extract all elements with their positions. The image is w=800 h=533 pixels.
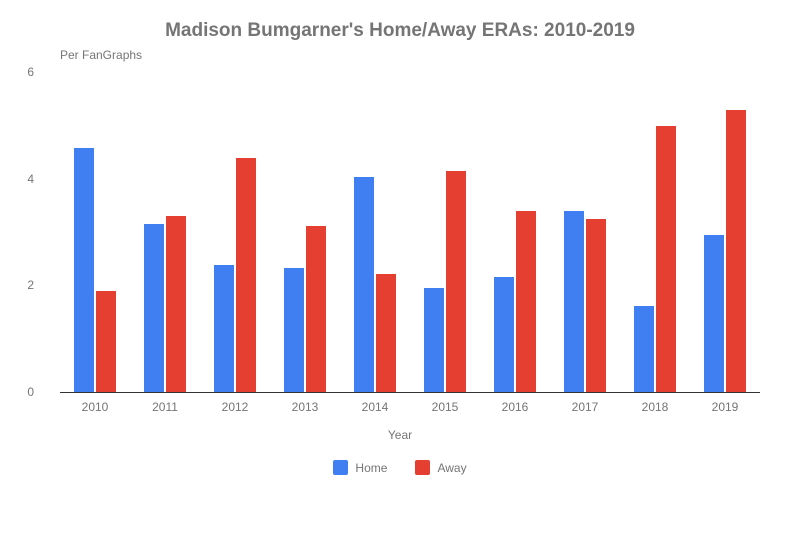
bar xyxy=(656,126,676,392)
bar xyxy=(376,274,396,392)
bar-group xyxy=(270,72,340,392)
bar-group xyxy=(340,72,410,392)
bars-row xyxy=(60,72,760,392)
x-tick-label: 2013 xyxy=(270,392,340,414)
x-axis-labels: 2010201120122013201420152016201720182019 xyxy=(60,392,760,414)
bar xyxy=(96,291,116,392)
bar xyxy=(306,226,326,392)
bar xyxy=(214,265,234,392)
legend-label: Home xyxy=(355,461,387,475)
y-tick-label: 4 xyxy=(14,172,34,186)
bar xyxy=(726,110,746,392)
bar-group xyxy=(410,72,480,392)
bar xyxy=(74,148,94,392)
bar-group xyxy=(550,72,620,392)
bar xyxy=(354,177,374,392)
bar xyxy=(564,211,584,392)
x-tick-label: 2019 xyxy=(690,392,760,414)
chart-title: Madison Bumgarner's Home/Away ERAs: 2010… xyxy=(30,20,770,42)
bar xyxy=(284,268,304,392)
x-tick-label: 2018 xyxy=(620,392,690,414)
bar-group xyxy=(130,72,200,392)
bar xyxy=(446,171,466,392)
bar xyxy=(516,211,536,392)
legend-swatch xyxy=(415,460,430,475)
bar-group xyxy=(60,72,130,392)
y-tick-label: 2 xyxy=(14,278,34,292)
grid-area xyxy=(60,72,760,393)
legend-swatch xyxy=(333,460,348,475)
bar-group xyxy=(480,72,550,392)
x-tick-label: 2015 xyxy=(410,392,480,414)
plot-area: 0246 xyxy=(60,72,760,392)
y-tick-label: 0 xyxy=(14,385,34,399)
x-tick-label: 2011 xyxy=(130,392,200,414)
x-tick-label: 2014 xyxy=(340,392,410,414)
x-tick-label: 2012 xyxy=(200,392,270,414)
legend-label: Away xyxy=(437,461,466,475)
x-tick-label: 2017 xyxy=(550,392,620,414)
bar-group xyxy=(690,72,760,392)
legend-item: Home xyxy=(333,460,387,475)
x-tick-label: 2010 xyxy=(60,392,130,414)
chart-container: Madison Bumgarner's Home/Away ERAs: 2010… xyxy=(0,0,800,533)
bar xyxy=(634,306,654,392)
bar xyxy=(494,277,514,392)
chart-subtitle: Per FanGraphs xyxy=(60,48,770,62)
bar xyxy=(704,235,724,392)
x-tick-label: 2016 xyxy=(480,392,550,414)
bar xyxy=(586,219,606,392)
bar xyxy=(166,216,186,392)
legend: Home Away xyxy=(30,460,770,475)
bar xyxy=(424,288,444,392)
x-axis-title: Year xyxy=(30,428,770,442)
bar-group xyxy=(200,72,270,392)
bar xyxy=(144,224,164,392)
bar xyxy=(236,158,256,392)
y-tick-label: 6 xyxy=(14,65,34,79)
bar-group xyxy=(620,72,690,392)
legend-item: Away xyxy=(415,460,466,475)
